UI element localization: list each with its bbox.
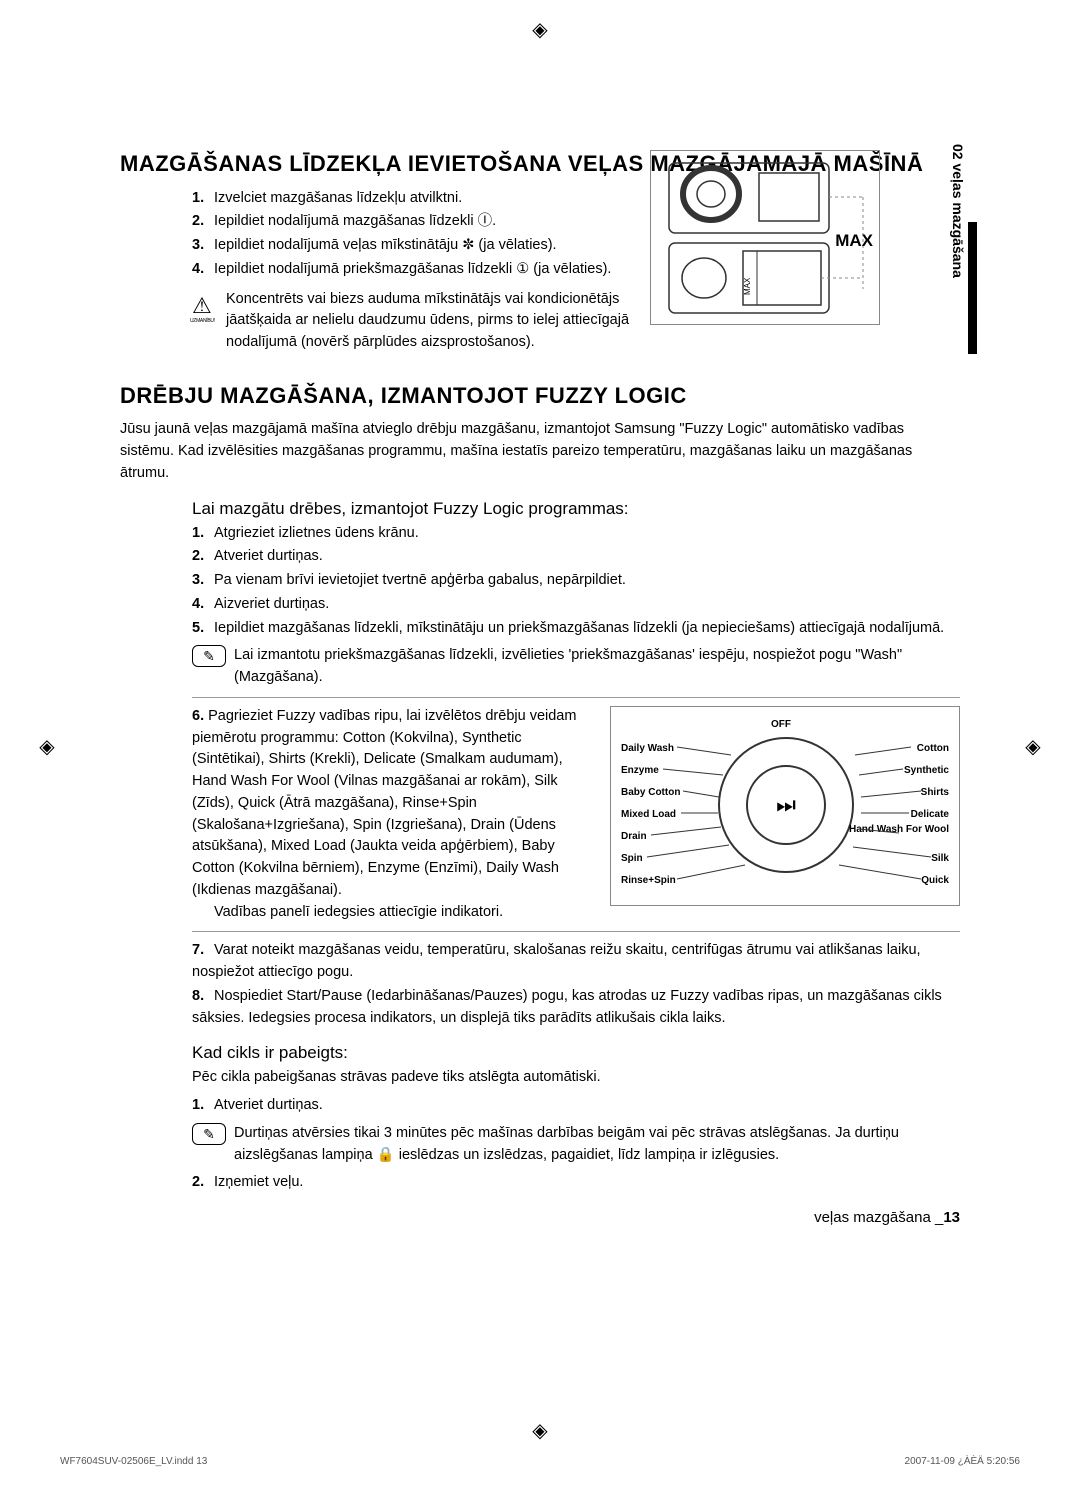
- s2-step-7: 7.Varat noteikt mazgāšanas veidu, temper…: [192, 940, 960, 984]
- section2-sub1: Lai mazgātu drēbes, izmantojot Fuzzy Log…: [192, 499, 960, 519]
- divider: [192, 931, 960, 932]
- s2-step-4: 4.Aizveriet durtiņas.: [192, 594, 960, 616]
- finish-step-2-num: 2.: [192, 1172, 214, 1194]
- s1-step-2-text: Iepildiet nodalījumā mazgāšanas līdzekli…: [214, 213, 496, 229]
- registration-mark: ◈: [529, 20, 551, 42]
- dial-right-6: Quick: [921, 873, 949, 888]
- play-icon: ⏭: [776, 788, 796, 821]
- s2-step-8: 8.Nospiediet Start/Pause (Iedarbināšanas…: [192, 986, 960, 1030]
- finish-step-1: 1.Atveriet durtiņas.: [192, 1095, 960, 1117]
- s2-step-8-num: 8.: [192, 986, 214, 1008]
- dial-left-6: Rinse+Spin: [621, 873, 676, 888]
- s2-step-3: 3.Pa vienam brīvi ievietojiet tvertnē ap…: [192, 570, 960, 592]
- dial-right-2: Shirts: [921, 785, 949, 800]
- s2-step-6-text: Pagrieziet Fuzzy vadības ripu, lai izvēl…: [192, 708, 576, 898]
- s1-step-1: 1.Izvelciet mazgāšanas līdzekļu atvilktn…: [192, 188, 672, 210]
- side-tab-bar: [968, 222, 977, 354]
- section2-title: DRĒBJU MAZGĀŠANA, IZMANTOJOT FUZZY LOGIC: [120, 382, 960, 410]
- s2-step-1: 1.Atgrieziet izlietnes ūdens krānu.: [192, 523, 960, 545]
- registration-mark: ◈: [1022, 737, 1044, 759]
- s2-step-5-text: Iepildiet mazgāšanas līdzekli, mīkstināt…: [214, 620, 944, 636]
- s2-step-5: 5.Iepildiet mazgāšanas līdzekli, mīkstin…: [192, 618, 960, 640]
- s1-step-1-text: Izvelciet mazgāšanas līdzekļu atvilktni.: [214, 190, 462, 206]
- s2-step-1-text: Atgrieziet izlietnes ūdens krānu.: [214, 525, 419, 541]
- warning-icon: ⚠UZMANĪBU!: [192, 289, 226, 322]
- registration-mark: ◈: [36, 737, 58, 759]
- note1-text: Lai izmantotu priekšmazgāšanas līdzekli,…: [234, 645, 960, 689]
- dial-left-4: Drain: [621, 829, 647, 844]
- footer-meta-left: WF7604SUV-02506E_LV.indd 13: [60, 1456, 207, 1467]
- warning-label: UZMANĪBU!: [190, 318, 215, 326]
- warning-text: Koncentrēts vai biezs auduma mīkstinātāj…: [226, 289, 682, 354]
- dial-right-4: Hand Wash For Wool: [849, 825, 949, 835]
- s2-step-6-num: 6.: [192, 708, 204, 724]
- note-icon: ✎: [192, 645, 226, 667]
- s1-step-4-text: Iepildiet nodalījumā priekšmazgāšanas lī…: [214, 261, 611, 277]
- dial-left-3: Mixed Load: [621, 807, 676, 822]
- dial-right-0: Cotton: [917, 741, 949, 756]
- section2-sub2: Kad cikls ir pabeigts:: [192, 1043, 960, 1063]
- footer-page: 13: [943, 1209, 960, 1226]
- dial-right-5: Silk: [931, 851, 949, 866]
- max-small-svg: MAX: [743, 277, 752, 295]
- s1-step-2: 2.Iepildiet nodalījumā mazgāšanas līdzek…: [192, 211, 672, 233]
- finish-step-2-text: Izņemiet veļu.: [214, 1174, 303, 1190]
- s2-step-6-sub: Vadības panelī iedegsies attiecīgie indi…: [214, 902, 594, 924]
- s2-step-6: 6. Pagrieziet Fuzzy vadības ripu, lai iz…: [192, 706, 594, 902]
- finish-step-1-text: Atveriet durtiņas.: [214, 1097, 323, 1113]
- s2-step-2: 2.Atveriet durtiņas.: [192, 546, 960, 568]
- s1-step-3-text: Iepildiet nodalījumā veļas mīkstinātāju …: [214, 237, 557, 253]
- dial-right-1: Synthetic: [904, 763, 949, 778]
- dial-left-0: Daily Wash: [621, 741, 674, 756]
- finish-intro: Pēc cikla pabeigšanas strāvas padeve tik…: [192, 1067, 960, 1089]
- footer-text: veļas mazgāšana _: [814, 1209, 943, 1226]
- dial-left-5: Spin: [621, 851, 643, 866]
- dial-inner: ⏭: [746, 765, 826, 845]
- s1-step-4: 4.Iepildiet nodalījumā priekšmazgāšanas …: [192, 259, 672, 281]
- s2-step-3-text: Pa vienam brīvi ievietojiet tvertnē apģē…: [214, 572, 626, 588]
- dial-right-3: Delicate: [911, 807, 949, 822]
- s2-step-2-text: Atveriet durtiņas.: [214, 548, 323, 564]
- page-footer: veļas mazgāšana _13: [814, 1209, 960, 1226]
- s2-step-8-text: Nospiediet Start/Pause (Iedarbināšanas/P…: [192, 988, 942, 1026]
- footer-meta: WF7604SUV-02506E_LV.indd 13 2007-11-09 ¿…: [60, 1456, 1020, 1467]
- finish-step-2: 2.Izņemiet veļu.: [192, 1172, 960, 1194]
- page-content: 02 veļas mazgāšana MAZGĀŠANAS LĪDZEKĻA I…: [120, 150, 960, 1196]
- footer-meta-right: 2007-11-09 ¿ÀÈÄ 5:20:56: [905, 1456, 1020, 1467]
- s2-step-7-num: 7.: [192, 940, 214, 962]
- note-icon: ✎: [192, 1123, 226, 1145]
- s1-step-3: 3.Iepildiet nodalījumā veļas mīkstinātāj…: [192, 235, 672, 257]
- dial-off: OFF: [771, 717, 791, 732]
- detergent-drawer-figure: MAX MAX: [650, 150, 880, 325]
- finish-note-text: Durtiņas atvērsies tikai 3 minūtes pēc m…: [234, 1123, 960, 1167]
- section2-intro: Jūsu jaunā veļas mazgājamā mašīna atvieg…: [120, 419, 960, 484]
- s2-step-4-text: Aizveriet durtiņas.: [214, 596, 329, 612]
- max-label: MAX: [835, 231, 873, 251]
- dial-left-2: Baby Cotton: [621, 785, 680, 800]
- dial-figure: OFF ⏭ Daily Wash Enzyme Baby Cotton Mixe…: [610, 706, 960, 906]
- divider: [192, 697, 960, 698]
- finish-step-1-num: 1.: [192, 1095, 214, 1117]
- dial-left-1: Enzyme: [621, 763, 659, 778]
- registration-mark: ◈: [529, 1421, 551, 1443]
- s2-step-7-text: Varat noteikt mazgāšanas veidu, temperat…: [192, 942, 921, 980]
